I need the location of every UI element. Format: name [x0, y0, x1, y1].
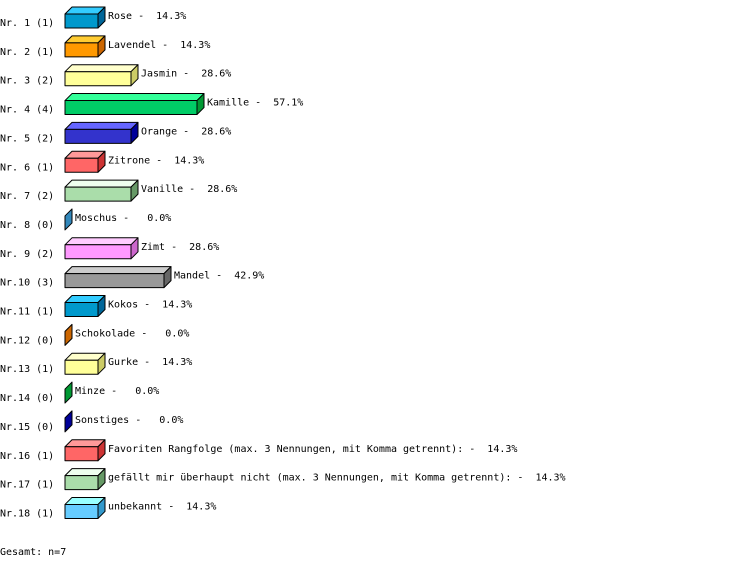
bar — [64, 186, 132, 202]
bar — [64, 13, 99, 29]
category-label: Nr.15 (0) — [0, 422, 54, 433]
bar-top — [64, 64, 139, 73]
bar — [64, 244, 132, 260]
bar-zero — [64, 208, 73, 231]
bar — [64, 446, 99, 462]
category-label: Nr.10 (3) — [0, 278, 54, 289]
bar-top — [64, 93, 205, 102]
category-label: Nr.13 (1) — [0, 364, 54, 375]
bar-top — [64, 266, 172, 275]
bar-value-label: Vanille - 28.6% — [141, 184, 237, 195]
category-label: Nr.11 (1) — [0, 307, 54, 318]
bar-zero — [64, 381, 73, 404]
bar — [64, 503, 99, 519]
category-label: Nr.18 (1) — [0, 508, 54, 519]
bar — [64, 71, 132, 87]
bar-zero — [64, 410, 73, 433]
bar-top — [64, 237, 139, 246]
bar-zero — [64, 323, 73, 346]
bar — [64, 359, 99, 375]
bar — [64, 128, 132, 144]
bar-value-label: Rose - 14.3% — [108, 11, 186, 22]
category-label: Nr. 7 (2) — [0, 191, 54, 202]
bar-value-label: Jasmin - 28.6% — [141, 69, 231, 80]
bar-value-label: Favoriten Rangfolge (max. 3 Nennungen, m… — [108, 444, 517, 455]
bar-top — [64, 121, 139, 130]
bar-top — [64, 179, 139, 188]
category-label: Nr. 5 (2) — [0, 133, 54, 144]
bar — [64, 302, 99, 317]
bar-value-label: Gurke - 14.3% — [108, 357, 192, 368]
category-label: Nr. 4 (4) — [0, 105, 54, 116]
bar — [64, 157, 99, 173]
category-label: Nr. 3 (2) — [0, 76, 54, 87]
category-label: Nr.16 (1) — [0, 451, 54, 462]
total-label: Gesamt: n=7 — [0, 547, 67, 558]
category-label: Nr.14 (0) — [0, 393, 54, 404]
category-label: Nr. 8 (0) — [0, 220, 54, 231]
bar-value-label: Zimt - 28.6% — [141, 242, 219, 253]
bar-value-label: Kokos - 14.3% — [108, 300, 192, 311]
bar-value-label: Zitrone - 14.3% — [108, 155, 204, 166]
bar — [64, 100, 198, 116]
bar-value-label: unbekannt - 14.3% — [108, 501, 216, 512]
bar-value-label: Orange - 28.6% — [141, 126, 231, 137]
category-label: Nr.12 (0) — [0, 335, 54, 346]
bar-value-label: Kamille - 57.1% — [207, 98, 303, 109]
category-label: Nr. 6 (1) — [0, 162, 54, 173]
category-label: Nr. 9 (2) — [0, 249, 54, 260]
category-label: Nr.17 (1) — [0, 480, 54, 491]
bar-value-label: Mandel - 42.9% — [174, 271, 264, 282]
category-label: Nr. 1 (1) — [0, 18, 54, 29]
bar-value-label: Lavendel - 14.3% — [108, 40, 210, 51]
bar-value-label: Moschus - 0.0% — [75, 213, 171, 224]
bar-value-label: Minze - 0.0% — [75, 386, 159, 397]
bar — [64, 42, 99, 58]
bar-value-label: Schokolade - 0.0% — [75, 328, 189, 339]
bar-value-label: Sonstiges - 0.0% — [75, 415, 183, 426]
bar-value-label: gefällt mir überhaupt nicht (max. 3 Nenn… — [108, 473, 566, 484]
category-label: Nr. 2 (1) — [0, 47, 54, 58]
bar — [64, 273, 165, 289]
bar — [64, 475, 99, 491]
